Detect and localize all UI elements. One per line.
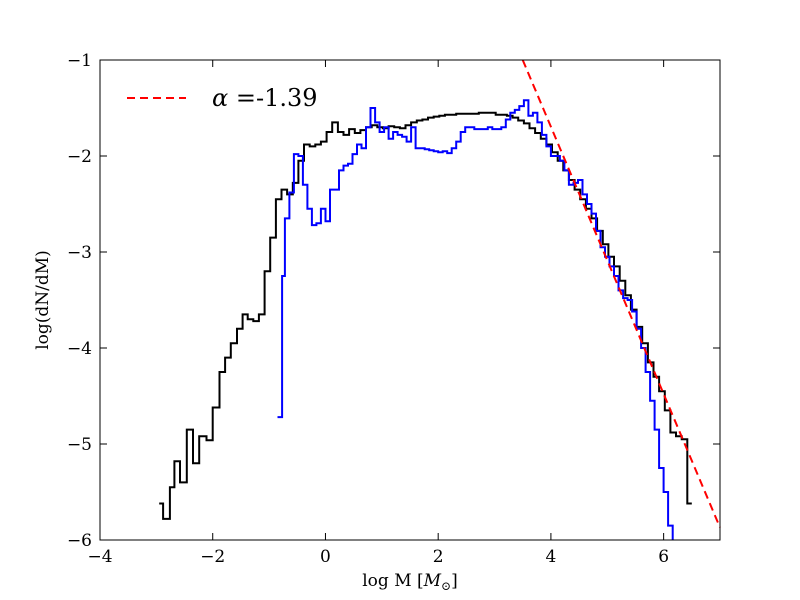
legend-alpha-symbol: α: [212, 84, 228, 112]
x-tick-label: 0: [320, 547, 331, 567]
x-tick-label: −2: [200, 547, 225, 567]
x-tick-label: −4: [87, 547, 112, 567]
y-axis-label: log(dN/dM): [33, 250, 53, 350]
legend: α =-1.39: [127, 84, 318, 112]
fit-dashed-line: [521, 59, 721, 528]
y-tick-label: −6: [67, 531, 92, 551]
x-axis-label: log M [M⊙]: [362, 571, 458, 593]
y-tick-label: −5: [67, 435, 92, 455]
y-axis-tick-labels: −6 −5 −4 −3 −2 −1: [67, 51, 92, 551]
x-axis-label-text: log M [: [362, 571, 423, 591]
plot-frame: [99, 59, 721, 541]
x-tick-label: 4: [545, 547, 556, 567]
x-axis-tick-labels: −4 −2 0 2 4 6: [87, 547, 669, 567]
y-tick-label: −3: [67, 243, 92, 263]
x-tick-label: 2: [433, 547, 444, 567]
x-tick-label: 6: [658, 547, 669, 567]
x-axis-label-math: M: [423, 571, 442, 591]
x-axis-label-close: ]: [451, 571, 458, 591]
legend-label: α =-1.39: [212, 84, 318, 112]
y-tick-label: −4: [67, 339, 92, 359]
y-tick-label: −2: [67, 147, 92, 167]
x-axis-label-sun-symbol: ⊙: [441, 579, 451, 593]
series-0-step-line: [159, 111, 692, 520]
fit-line-layer: [521, 59, 721, 528]
legend-alpha-value: =-1.39: [228, 84, 317, 112]
y-tick-label: −1: [67, 51, 92, 71]
plot-area: [100, 60, 720, 540]
